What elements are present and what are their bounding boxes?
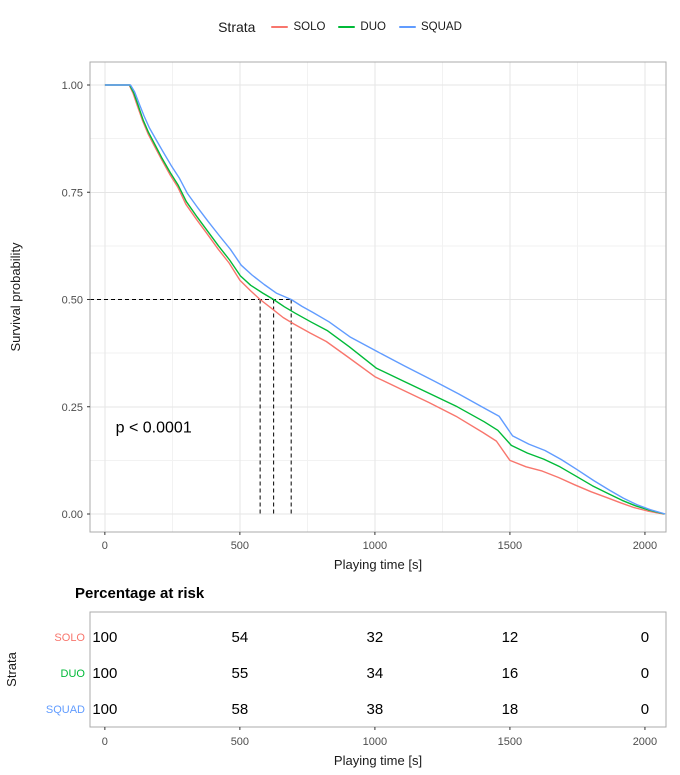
survival-curve-solo: [104, 84, 664, 515]
y-tick-label: 0.75: [62, 187, 83, 199]
risk-value: 18: [502, 701, 519, 718]
plot-panel: [90, 62, 666, 532]
risk-table-title: Percentage at risk: [75, 585, 205, 602]
risk-value: 0: [641, 629, 649, 646]
risk-panel: [89, 611, 667, 728]
y-tick-label: 1.00: [62, 80, 83, 92]
risk-value: 100: [92, 701, 117, 718]
legend-item-squad: SQUAD: [398, 20, 462, 33]
y-axis-title: Survival probability: [8, 242, 23, 352]
x-tick-label: 500: [231, 540, 249, 552]
risk-x-axis-title: Playing time [s]: [334, 753, 422, 768]
y-tick-label: 0.50: [62, 295, 83, 307]
risk-value: 0: [641, 665, 649, 682]
risk-value: 0: [641, 701, 649, 718]
x-tick-label: 1500: [498, 540, 522, 552]
legend: Strata SOLO DUO SQUAD: [0, 0, 680, 45]
risk-value: 55: [232, 665, 249, 682]
legend-title: Strata: [218, 18, 256, 35]
legend-label-squad: SQUAD: [420, 20, 462, 33]
survival-curve-squad: [104, 84, 666, 515]
legend-item-solo: SOLO: [271, 21, 325, 33]
legend-key-squad-line: [398, 25, 416, 28]
legend-key-solo-line: [271, 25, 289, 28]
y-tick-label: 0.25: [62, 402, 83, 414]
risk-x-tick-label: 0: [102, 736, 108, 748]
risk-table: Percentage at risk SOLO 100 54 32 12 0 DUO 100 55…: [4, 585, 667, 768]
risk-value: 32: [367, 629, 384, 646]
risk-row-label-duo: DUO: [61, 668, 86, 680]
risk-x-tick-label: 1500: [498, 736, 522, 748]
risk-value: 100: [92, 665, 117, 682]
risk-row-label-solo: SOLO: [54, 632, 85, 644]
risk-value: 58: [232, 701, 249, 718]
legend-item-duo: DUO: [338, 21, 386, 33]
risk-x-tick-label: 1000: [363, 736, 387, 748]
legend-label-solo: SOLO: [293, 20, 326, 33]
x-axis-title: Playing time [s]: [334, 557, 422, 572]
survival-plot: p < 0.0001 0 500 1000 1500 2000 0.00 0.25 0.50 0.…: [8, 61, 667, 572]
panel-border: [89, 61, 667, 533]
risk-value: 16: [502, 665, 519, 682]
legend-key-duo-line: [338, 25, 356, 28]
risk-value: 38: [367, 701, 384, 718]
risk-x-tick-label: 2000: [633, 736, 657, 748]
risk-value: 54: [232, 629, 249, 646]
survival-curve-duo: [104, 84, 665, 515]
x-tick-label: 1000: [363, 540, 387, 552]
risk-value: 34: [367, 665, 384, 682]
risk-row-label-squad: SQUAD: [46, 704, 85, 716]
risk-y-axis-title: Strata: [4, 651, 19, 686]
legend-label-duo: DUO: [360, 20, 386, 33]
pvalue-annotation: p < 0.0001: [116, 419, 192, 436]
risk-x-tick-label: 500: [231, 736, 249, 748]
x-tick-label: 0: [102, 540, 108, 552]
x-tick-label: 2000: [633, 540, 657, 552]
risk-value: 12: [502, 629, 519, 646]
risk-value: 100: [92, 629, 117, 646]
y-tick-label: 0.00: [62, 509, 83, 521]
